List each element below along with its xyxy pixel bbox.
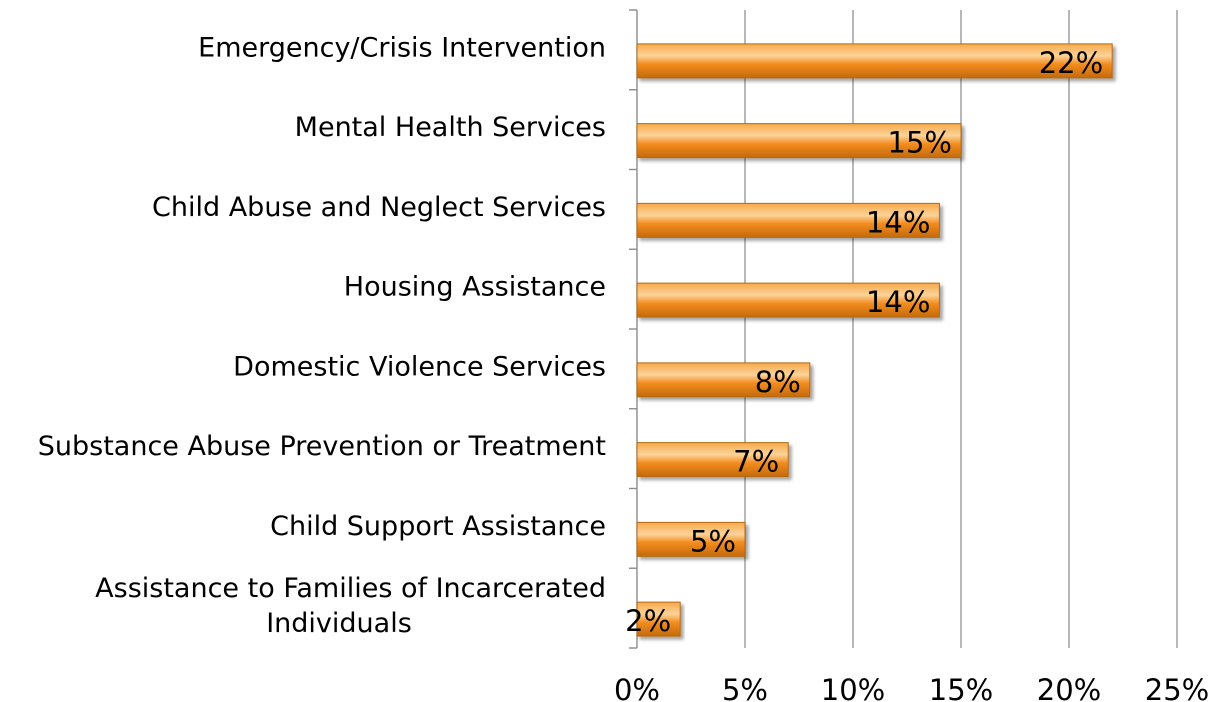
x-tick-label: 20% <box>1037 673 1101 702</box>
x-tick-label: 0% <box>614 673 660 702</box>
data-label: 5% <box>690 524 736 558</box>
data-labels: 22% 15% 14% 14% 8% 7% 5% 2% <box>625 46 1103 638</box>
category-axis <box>629 9 638 649</box>
x-tick-label: 15% <box>929 673 993 702</box>
category-label: Individuals <box>266 608 412 639</box>
category-label: Child Abuse and Neglect Services <box>152 192 606 223</box>
bar-2 <box>636 202 940 238</box>
data-label: 7% <box>733 445 779 479</box>
bar-0 <box>636 43 1113 79</box>
x-tick-label: 5% <box>722 673 768 702</box>
bar-6 <box>636 521 746 557</box>
bar-7 <box>636 601 681 637</box>
x-tick-label: 10% <box>821 673 885 702</box>
category-label: Child Support Assistance <box>270 511 606 542</box>
category-label: Housing Assistance <box>344 272 606 303</box>
data-label: 2% <box>625 604 671 638</box>
data-label: 22% <box>1039 46 1103 80</box>
gridlines <box>744 10 1178 648</box>
bar-1 <box>636 123 962 159</box>
x-tick-label: 25% <box>1145 673 1209 702</box>
category-labels: Emergency/Crisis Intervention Mental Heal… <box>38 32 606 639</box>
bars <box>636 43 1113 637</box>
bar-5 <box>636 442 789 478</box>
data-label: 8% <box>755 365 801 399</box>
category-label: Assistance to Families of Incarcerated <box>95 573 606 604</box>
category-label: Emergency/Crisis Intervention <box>198 32 606 63</box>
category-label: Mental Health Services <box>295 112 606 143</box>
data-label: 14% <box>866 285 930 319</box>
x-axis-tick-labels: 0% 5% 10% 15% 20% 25% <box>614 673 1209 702</box>
data-label: 14% <box>866 205 930 239</box>
data-label: 15% <box>888 126 952 160</box>
category-label: Domestic Violence Services <box>233 351 606 382</box>
category-label: Substance Abuse Prevention or Treatment <box>38 431 606 462</box>
bar-4 <box>636 362 811 398</box>
bar-3 <box>636 282 940 318</box>
